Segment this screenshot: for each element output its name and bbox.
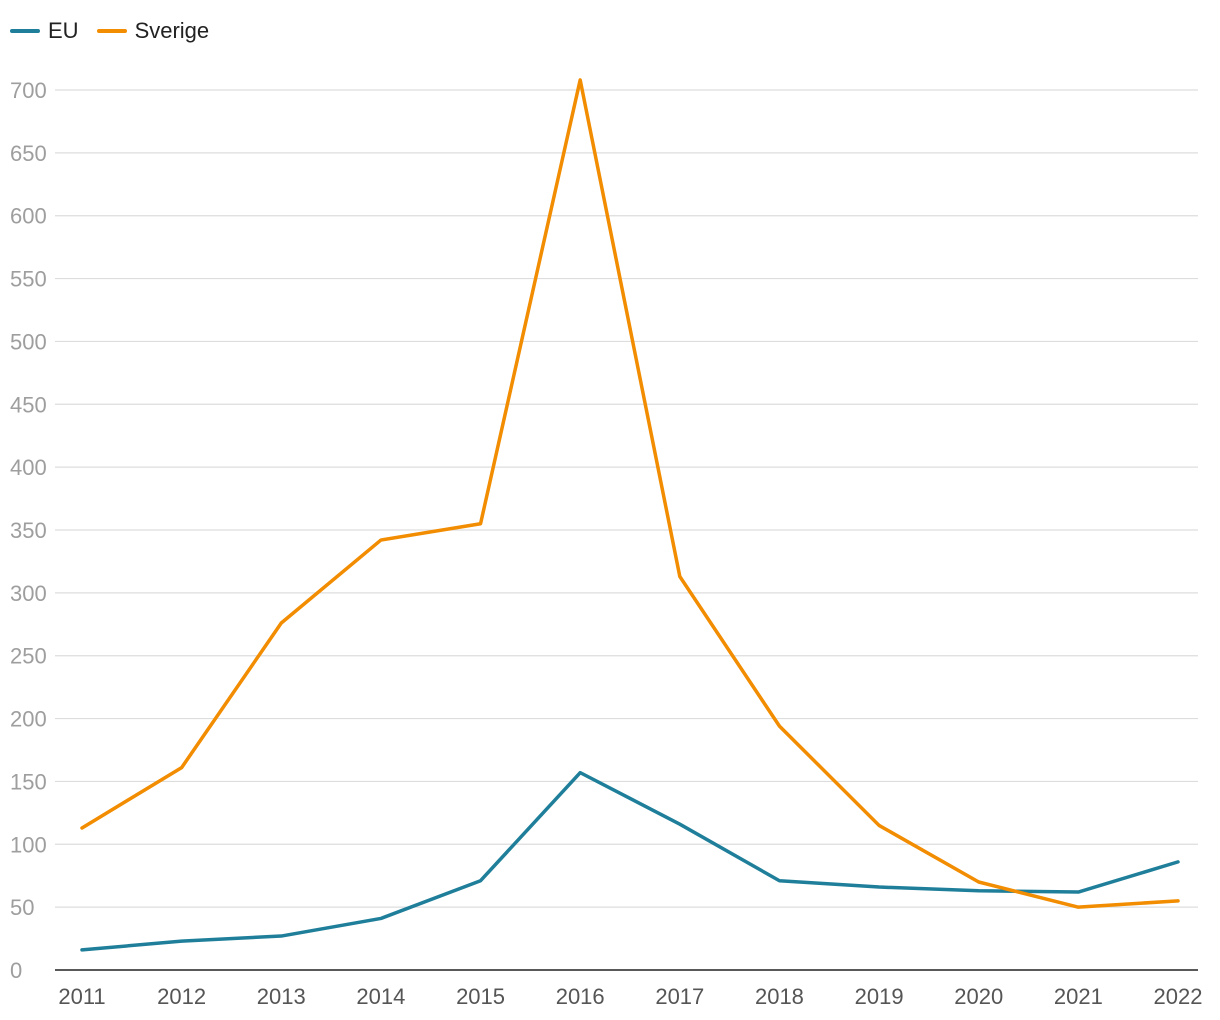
series-line-eu — [80, 770, 1180, 952]
x-tick-label: 2020 — [954, 984, 1003, 1009]
y-tick-label: 450 — [10, 392, 47, 417]
gridlines — [55, 89, 1198, 908]
y-tick-label: 50 — [10, 895, 34, 920]
legend-item-sverige: Sverige — [96, 18, 210, 44]
x-tick-label: 2013 — [257, 984, 306, 1009]
y-tick-label: 100 — [10, 832, 47, 857]
x-tick-label: 2016 — [556, 984, 605, 1009]
y-tick-label: 700 — [10, 78, 47, 103]
y-tick-label: 550 — [10, 267, 47, 292]
x-tick-label: 2012 — [157, 984, 206, 1009]
legend-label-eu: EU — [48, 18, 79, 43]
x-tick-label: 2014 — [356, 984, 405, 1009]
y-tick-label: 150 — [10, 769, 47, 794]
y-tick-label: 300 — [10, 581, 47, 606]
y-tick-label: 500 — [10, 329, 47, 354]
y-tick-label: 600 — [10, 204, 47, 229]
x-axis-ticks: 2011 2012 2013 2014 2015 2016 2017 2018 2019 2020… — [58, 984, 1202, 1009]
y-tick-label: 350 — [10, 518, 47, 543]
series-line-sverige — [80, 78, 1180, 909]
y-tick-label: 650 — [10, 141, 47, 166]
series-lines — [80, 78, 1180, 952]
x-tick-label: 2015 — [456, 984, 505, 1009]
y-tick-label: 0 — [10, 958, 22, 983]
legend-swatch-eu — [10, 29, 40, 33]
y-tick-label: 250 — [10, 644, 47, 669]
x-tick-label: 2017 — [655, 984, 704, 1009]
x-tick-label: 2018 — [755, 984, 804, 1009]
x-tick-label: 2019 — [855, 984, 904, 1009]
legend-label-sverige: Sverige — [134, 18, 210, 43]
legend-item-eu: EU — [10, 18, 79, 44]
x-tick-label: 2021 — [1054, 984, 1103, 1009]
x-tick-label: 2011 — [58, 984, 105, 1009]
y-tick-label: 400 — [10, 455, 47, 480]
legend: EU Sverige — [10, 18, 209, 44]
legend-swatch-sverige — [96, 29, 127, 33]
y-axis-ticks: 0 50 100 150 200 250 300 350 400 450 500 550 600 650 7… — [10, 78, 47, 983]
y-tick-label: 200 — [10, 707, 47, 732]
x-tick-label: 2022 — [1154, 984, 1203, 1009]
